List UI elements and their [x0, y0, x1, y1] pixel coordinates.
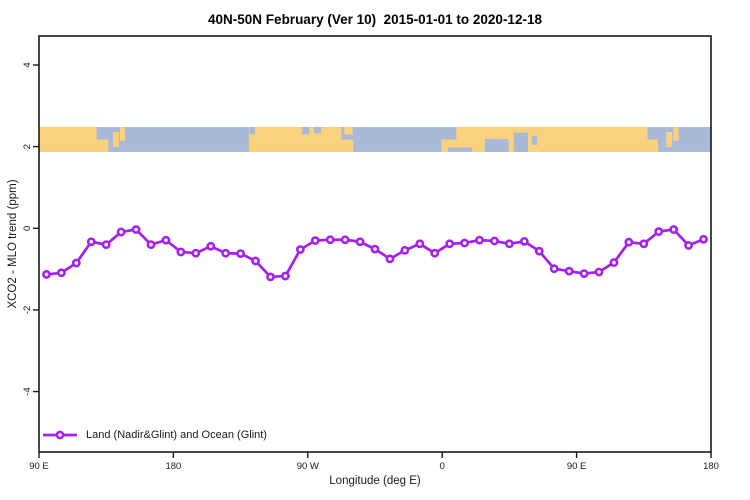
x-tick-label: 90 E: [567, 461, 587, 472]
data-point-marker: [191, 248, 201, 258]
map-band-sea-patch: [249, 127, 255, 135]
data-point-marker: [57, 268, 66, 278]
data-point-marker: [221, 248, 231, 258]
data-point-marker: [564, 266, 574, 276]
data-point-marker: [430, 248, 440, 258]
legend-label: Land (Nadir&Glint) and Ocean (Glint): [86, 429, 267, 441]
x-tick-label: 180: [703, 461, 719, 472]
map-band-land-patch: [673, 127, 679, 141]
data-point-marker: [236, 249, 245, 258]
data-point-marker: [101, 240, 111, 250]
map-band-land-patch: [248, 127, 342, 152]
map-band-sea-patch: [531, 135, 538, 145]
data-point-marker: [699, 234, 708, 244]
y-tick-label: 4: [22, 62, 33, 67]
data-point-marker: [654, 227, 664, 236]
legend-line-marker-icon: [43, 430, 77, 440]
data-point-marker: [131, 225, 141, 234]
map-band-sea-patch: [96, 127, 109, 140]
legend: Land (Nadir&Glint) and Ocean (Glint): [42, 429, 267, 441]
data-point-marker: [310, 236, 320, 245]
y-tick-label: 2: [22, 144, 33, 149]
data-point-marker: [370, 244, 380, 254]
data-point-marker: [385, 254, 395, 264]
y-tick-label: -4: [22, 387, 33, 395]
data-point-marker: [490, 236, 499, 246]
data-point-marker: [146, 240, 156, 250]
y-axis-label: XCO2 - MLO trend (ppm): [7, 179, 19, 309]
map-band-sea-patch: [441, 127, 457, 140]
data-point-marker: [475, 235, 484, 245]
data-point-marker: [519, 236, 529, 246]
x-tick-label: 90 W: [297, 461, 319, 472]
map-band-sea-patch: [313, 127, 322, 134]
map-band-land-patch: [341, 139, 354, 152]
map-band-sea-patch: [647, 127, 658, 140]
x-tick-label: 180: [165, 461, 181, 472]
map-band-land-patch: [441, 127, 658, 152]
map-band-sea-patch: [301, 127, 310, 135]
data-point-marker: [176, 247, 186, 257]
data-point-marker: [355, 237, 365, 247]
data-point-marker: [266, 272, 275, 282]
data-point-marker: [534, 246, 544, 256]
chart-title: 40N-50N February (Ver 10) 2015-01-01 to …: [208, 12, 542, 27]
map-band-sea-patch: [484, 138, 509, 152]
data-point-marker: [609, 258, 619, 267]
data-point-marker: [251, 256, 260, 266]
plot-frame: [38, 35, 712, 453]
data-point-marker: [549, 264, 559, 274]
data-point-marker: [71, 258, 81, 268]
data-point-marker: [325, 235, 335, 245]
y-tick-label: 0: [22, 226, 33, 231]
data-point-marker: [340, 235, 350, 245]
x-axis-label: Longitude (deg E): [329, 475, 421, 487]
data-point-marker: [460, 238, 469, 248]
data-point-marker: [280, 271, 290, 281]
y-tick-label: -2: [22, 306, 33, 314]
data-point-marker: [504, 239, 514, 249]
data-point-marker: [594, 267, 604, 277]
data-point-marker: [86, 237, 96, 247]
data-point-marker: [116, 227, 126, 237]
map-band-land-patch: [119, 127, 126, 141]
data-point-marker: [295, 245, 305, 254]
data-point-marker: [684, 241, 693, 250]
map-band-sea-patch: [513, 132, 529, 152]
data-point-marker: [161, 235, 171, 245]
data-point-marker: [445, 239, 455, 249]
data-point-marker: [42, 270, 51, 279]
x-tick-label: 0: [440, 461, 445, 472]
data-point-marker: [206, 241, 216, 251]
map-band-land-patch: [112, 132, 119, 147]
data-point-marker: [639, 239, 649, 249]
map-band-land-patch: [344, 127, 353, 135]
data-point-marker: [400, 245, 410, 255]
data-point-marker: [415, 239, 425, 249]
data-point-marker: [669, 225, 679, 234]
data-point-marker: [624, 237, 634, 247]
map-band-land-patch: [666, 132, 673, 147]
data-point-marker: [579, 269, 589, 278]
x-tick-label: 90 E: [29, 461, 49, 472]
map-band-sea-patch: [448, 147, 473, 152]
